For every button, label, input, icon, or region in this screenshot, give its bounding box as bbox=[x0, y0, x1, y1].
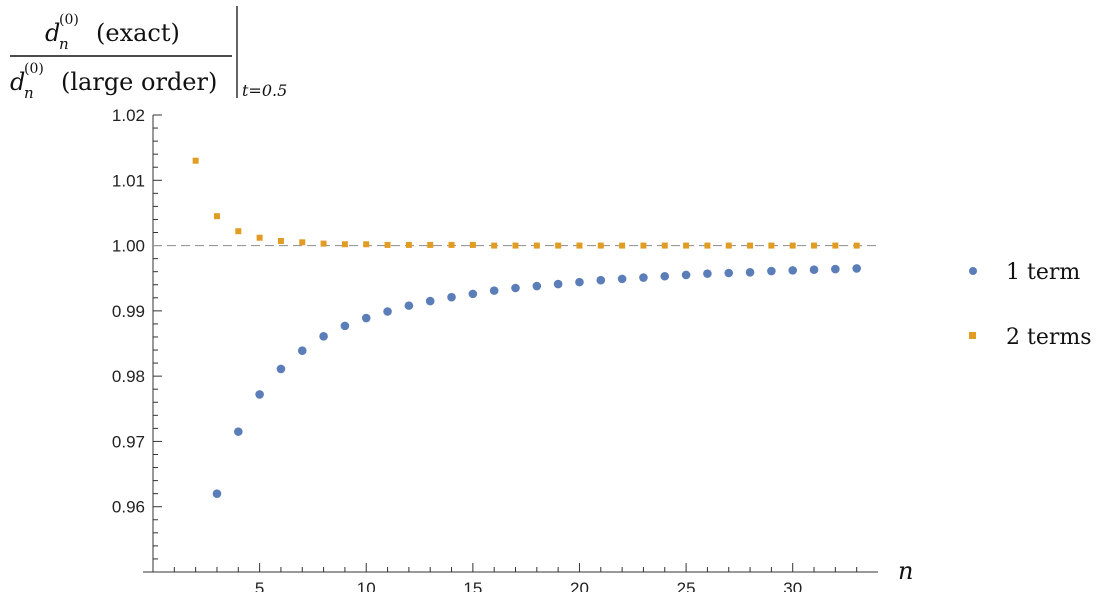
y-axis-ticks: 0.96 0.97 0.98 0.99 1.00 1.01 1.02 bbox=[112, 106, 162, 573]
data-point-1-term bbox=[703, 269, 712, 278]
data-point-1-term bbox=[660, 271, 670, 281]
data-point-1-term bbox=[340, 321, 350, 331]
ylabel-denominator-text: (large order) bbox=[61, 68, 217, 96]
data-point-1-term bbox=[255, 390, 264, 399]
data-point-2-terms bbox=[811, 242, 818, 249]
ylabel-numerator-main: d bbox=[45, 19, 60, 47]
data-point-1-term bbox=[319, 332, 328, 341]
ylabel-denominator-main: d bbox=[10, 68, 25, 96]
data-point-2-terms bbox=[469, 241, 476, 248]
ylabel-numerator-text: (exact) bbox=[96, 19, 180, 47]
data-point-1-term bbox=[361, 313, 371, 323]
x-axis-ticks: 5 10 15 20 25 30 bbox=[173, 563, 858, 592]
data-point-1-term bbox=[553, 279, 563, 289]
data-point-2-terms bbox=[277, 238, 284, 245]
legend-label-1-term: 1 term bbox=[1006, 260, 1080, 285]
data-point-2-terms bbox=[213, 213, 220, 220]
data-point-1-term bbox=[724, 268, 734, 278]
data-point-2-terms bbox=[725, 242, 732, 249]
data-point-2-terms bbox=[320, 240, 327, 247]
data-point-1-term bbox=[468, 289, 478, 299]
data-point-2-terms bbox=[640, 242, 647, 249]
data-point-2-terms bbox=[341, 241, 348, 248]
data-point-2-terms bbox=[256, 234, 263, 241]
data-point-1-term bbox=[681, 270, 691, 280]
data-point-1-term bbox=[788, 266, 798, 275]
series-1-term bbox=[212, 264, 861, 498]
data-point-1-term bbox=[575, 277, 584, 287]
data-point-1-term bbox=[233, 427, 243, 436]
x-tick-label: 30 bbox=[783, 579, 802, 592]
ylabel-numerator-sub: n bbox=[59, 35, 69, 53]
data-point-2-terms bbox=[768, 242, 775, 249]
data-point-1-term bbox=[852, 264, 861, 273]
y-tick-label: 1.02 bbox=[112, 106, 145, 125]
y-tick-label: 1.01 bbox=[112, 171, 145, 190]
data-point-2-terms bbox=[299, 239, 306, 246]
y-tick-label: 0.98 bbox=[112, 367, 145, 386]
data-point-2-terms bbox=[661, 242, 668, 249]
data-point-1-term bbox=[532, 281, 542, 291]
legend-label-2-terms: 2 terms bbox=[1006, 325, 1092, 350]
data-point-2-terms bbox=[235, 228, 242, 235]
data-point-2-terms bbox=[192, 157, 199, 164]
x-tick-label: 15 bbox=[463, 579, 482, 592]
data-point-2-terms bbox=[448, 241, 455, 248]
data-point-2-terms bbox=[405, 241, 412, 248]
x-tick-label: 5 bbox=[255, 579, 264, 592]
data-point-2-terms bbox=[427, 241, 434, 248]
data-point-1-term bbox=[489, 286, 499, 295]
legend: 1 term 2 terms bbox=[969, 260, 1092, 350]
data-point-2-terms bbox=[363, 241, 370, 248]
data-point-2-terms bbox=[597, 242, 604, 249]
data-point-1-term bbox=[617, 274, 627, 284]
data-point-1-term bbox=[831, 264, 840, 274]
ylabel-evaluation: t=0.5 bbox=[242, 81, 287, 100]
series-2-terms bbox=[192, 157, 860, 249]
y-tick-label: 0.99 bbox=[112, 302, 145, 321]
data-point-2-terms bbox=[789, 242, 796, 249]
ylabel-denominator-sup: (0) bbox=[24, 61, 44, 77]
data-point-1-term bbox=[596, 275, 606, 285]
data-point-2-terms bbox=[533, 242, 540, 249]
y-axis-label: d n (0) (exact) d n (0) (large order) t=… bbox=[10, 6, 287, 102]
data-point-2-terms bbox=[853, 242, 860, 249]
legend-marker-2-terms bbox=[969, 332, 976, 339]
data-point-2-terms bbox=[683, 242, 690, 249]
ylabel-numerator-sup: (0) bbox=[59, 12, 79, 28]
data-point-2-terms bbox=[619, 242, 626, 249]
data-point-2-terms bbox=[384, 241, 391, 248]
data-point-2-terms bbox=[704, 242, 711, 249]
y-tick-label: 0.96 bbox=[112, 498, 145, 517]
x-axis-title: n bbox=[898, 557, 913, 585]
data-point-1-term bbox=[745, 268, 755, 277]
data-point-2-terms bbox=[491, 242, 498, 249]
data-point-2-terms bbox=[555, 242, 562, 249]
data-point-1-term bbox=[639, 273, 648, 282]
data-point-1-term bbox=[404, 301, 414, 310]
data-point-2-terms bbox=[747, 242, 754, 249]
data-point-2-terms bbox=[576, 242, 583, 249]
data-point-1-term bbox=[425, 296, 435, 306]
data-point-1-term bbox=[767, 266, 776, 276]
data-point-1-term bbox=[447, 292, 456, 302]
data-point-1-term bbox=[809, 265, 819, 275]
data-point-1-term bbox=[297, 346, 307, 355]
legend-marker-1-term bbox=[969, 267, 977, 275]
x-tick-label: 25 bbox=[677, 579, 696, 592]
x-tick-label: 10 bbox=[357, 579, 376, 592]
data-point-2-terms bbox=[832, 242, 839, 249]
x-tick-label: 20 bbox=[570, 579, 589, 592]
data-point-1-term bbox=[212, 489, 222, 498]
data-point-1-term bbox=[276, 364, 286, 374]
ylabel-denominator-sub: n bbox=[24, 84, 34, 102]
y-tick-label: 1.00 bbox=[112, 237, 145, 256]
data-point-1-term bbox=[511, 283, 520, 293]
y-tick-label: 0.97 bbox=[112, 432, 145, 451]
data-point-1-term bbox=[383, 307, 392, 316]
data-point-2-terms bbox=[512, 242, 519, 249]
